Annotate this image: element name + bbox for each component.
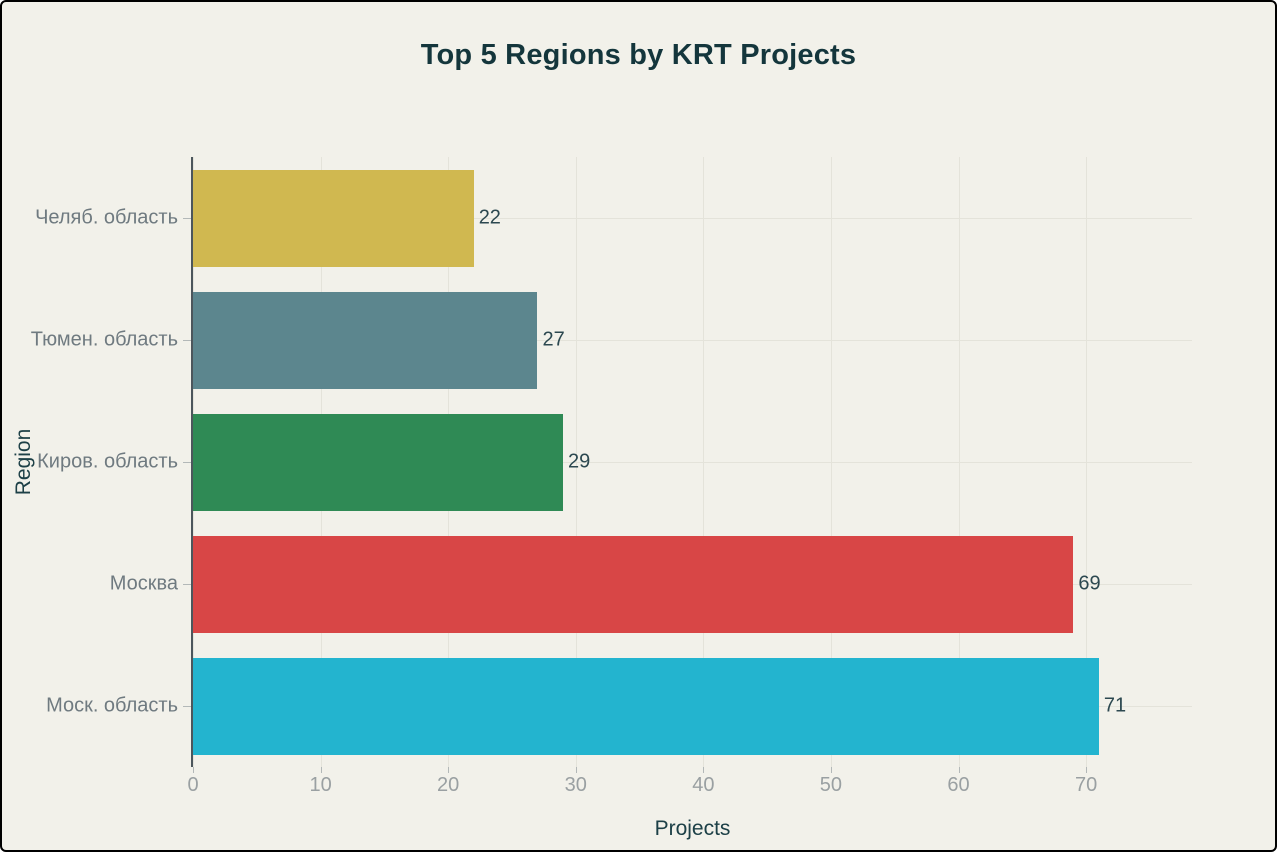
category-label: Киров. область [37, 450, 178, 473]
value-label: 27 [542, 328, 565, 351]
gridline-y [193, 218, 1192, 219]
category-label: Москва [109, 572, 178, 595]
bar-4 [193, 536, 1074, 633]
x-tick-mark [958, 767, 960, 773]
y-tick-mark [183, 218, 192, 219]
value-label: 29 [568, 450, 591, 473]
bar-row: Челяб. область 22 [35, 157, 1192, 279]
x-tick-mark [320, 767, 322, 773]
x-tick-mark [830, 767, 832, 773]
x-tick-label: 10 [309, 774, 332, 796]
y-axis-title: Region [12, 428, 35, 496]
x-tick-mark [193, 767, 194, 773]
x-tick-label: 60 [947, 774, 970, 796]
x-tick-mark [575, 767, 577, 773]
y-tick-mark [183, 462, 192, 463]
bar-5 [193, 658, 1099, 755]
x-axis-title: Projects [654, 817, 731, 840]
x-tick-mark [1086, 767, 1088, 773]
y-axis-spine [191, 157, 193, 767]
x-tick-label: 20 [437, 774, 460, 796]
gridline-y [193, 462, 1192, 463]
plot-area: Челяб. область 22 Тюмен. область 27 Киров. о… [31, 157, 1192, 767]
x-tick-label: 40 [692, 774, 715, 796]
bar-3 [193, 414, 563, 511]
y-tick-mark [183, 584, 192, 585]
y-tick-mark [183, 340, 192, 341]
value-label: 69 [1078, 572, 1101, 595]
x-tick-label: 30 [564, 774, 587, 796]
category-label: Тюмен. область [30, 328, 178, 351]
bar-row: Москва 69 [110, 523, 1192, 645]
bar-rows: Челяб. область 22 Тюмен. область 27 Киров. о… [31, 157, 1192, 767]
x-tick-label: 0 [187, 774, 199, 796]
x-tick-mark [703, 767, 705, 773]
value-label: 71 [1103, 694, 1127, 717]
gridline-y [193, 340, 1192, 341]
chart-title: Top 5 Regions by KRT Projects [420, 39, 857, 71]
bar-row: Тюмен. область 27 [31, 279, 1192, 401]
value-label: 22 [478, 206, 501, 229]
category-label: Моск. область [46, 694, 178, 717]
bar-1 [193, 170, 474, 267]
bar-row: Моск. область 71 [46, 645, 1192, 767]
y-tick-mark [183, 706, 192, 707]
x-tick-label: 50 [819, 774, 843, 796]
bar-2 [193, 292, 538, 389]
bar-row: Киров. область 29 [37, 401, 1192, 523]
x-tick-mark [448, 767, 450, 773]
x-tick-label: 70 [1074, 774, 1098, 796]
category-label: Челяб. область [35, 206, 178, 229]
